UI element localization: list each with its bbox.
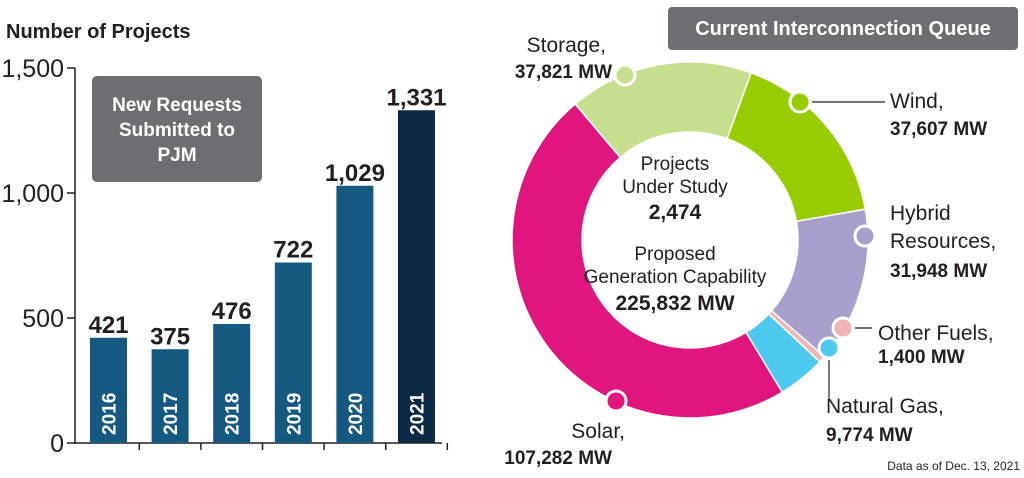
slice-marker <box>831 316 855 340</box>
footnote: Data as of Dec. 13, 2021 <box>887 459 1020 473</box>
center-line-generation: Generation Capability <box>584 267 767 288</box>
bar <box>398 110 435 443</box>
donut-slices <box>511 61 869 419</box>
bar-category-label: 2020 <box>346 393 367 435</box>
y-axis-title: Number of Projects <box>6 21 190 43</box>
annotation-box-bg <box>92 76 262 182</box>
bar-value-label: 722 <box>273 237 313 264</box>
slice-marker <box>788 90 812 114</box>
bar-category-label: 2021 <box>408 392 429 435</box>
y-tick-label: 500 <box>22 305 64 333</box>
bar-value-label: 421 <box>88 312 128 339</box>
slice-marker <box>853 224 877 248</box>
donut-slice <box>511 102 784 419</box>
center-text: Projects Under Study 2,474 Proposed Gene… <box>584 154 767 315</box>
center-capacity-value: 225,832 MW <box>615 292 734 315</box>
center-line-under-study: Under Study <box>622 177 728 198</box>
bar <box>274 262 312 443</box>
slice-value-label: 107,282 MW <box>504 448 612 469</box>
slice-labels: Storage, 37,821 MW Wind, 37,607 MW Hybrid Res… <box>504 34 996 469</box>
slice-label: Wind, <box>890 90 944 113</box>
center-line-projects: Projects <box>641 154 710 175</box>
title-box-bg <box>668 7 1018 50</box>
bar <box>90 337 127 443</box>
bar-value-label: 1,029 <box>325 160 385 187</box>
slice-value-label: 37,607 MW <box>890 119 987 140</box>
bar-value-label: 1,331 <box>386 84 446 111</box>
slice-marker <box>604 389 628 413</box>
y-tick-label: 0 <box>50 430 64 458</box>
bar-category-label: 2018 <box>223 393 244 435</box>
slice-marker <box>613 63 637 87</box>
bar-value-label: 375 <box>150 323 190 350</box>
bar-value-label: 476 <box>212 298 252 325</box>
slice-value-label: 1,400 MW <box>878 347 965 368</box>
y-tick-label: 1,500 <box>1 55 64 83</box>
slice-value-label: 37,821 MW <box>515 62 612 83</box>
slice-label: Hybrid <box>890 202 951 225</box>
bar <box>336 185 374 443</box>
bar-category-label: 2016 <box>100 393 121 435</box>
bar-category-label: 2019 <box>284 393 305 435</box>
slice-label: Other Fuels, <box>878 322 994 345</box>
annotation-text: New Requests Submitted to PJM <box>112 95 242 166</box>
title-box: Current Interconnection Queue <box>668 7 1018 50</box>
center-line-proposed: Proposed <box>634 244 715 265</box>
y-tick-label: 1,000 <box>1 180 64 208</box>
leader-lines <box>604 63 885 413</box>
bar-chart: Number of Projects 0 500 1,000 1,500 421 201… <box>1 21 449 458</box>
slice-label: Solar, <box>571 420 625 443</box>
bar <box>151 349 189 443</box>
bar-category-label: 2017 <box>161 393 182 435</box>
y-axis-ticks: 0 500 1,000 1,500 <box>1 55 75 458</box>
slice-label: Resources, <box>890 230 996 253</box>
donut-title: Current Interconnection Queue <box>695 18 991 40</box>
annotation-box: New Requests Submitted to PJM <box>92 76 262 182</box>
slice-marker <box>817 336 841 360</box>
slice-label: Natural Gas, <box>826 395 944 418</box>
center-projects-value: 2,474 <box>649 201 702 224</box>
bars: 421 2016 375 2017 476 2018 722 2019 1,029 2020 1,3… <box>88 84 449 450</box>
slice-value-label: 31,948 MW <box>890 261 987 282</box>
slice-label: Storage, <box>527 34 606 57</box>
bar <box>213 324 251 443</box>
slice-value-label: 9,774 MW <box>826 425 913 446</box>
donut-chart: Current Interconnection Queue Storage, 37… <box>504 7 1018 469</box>
